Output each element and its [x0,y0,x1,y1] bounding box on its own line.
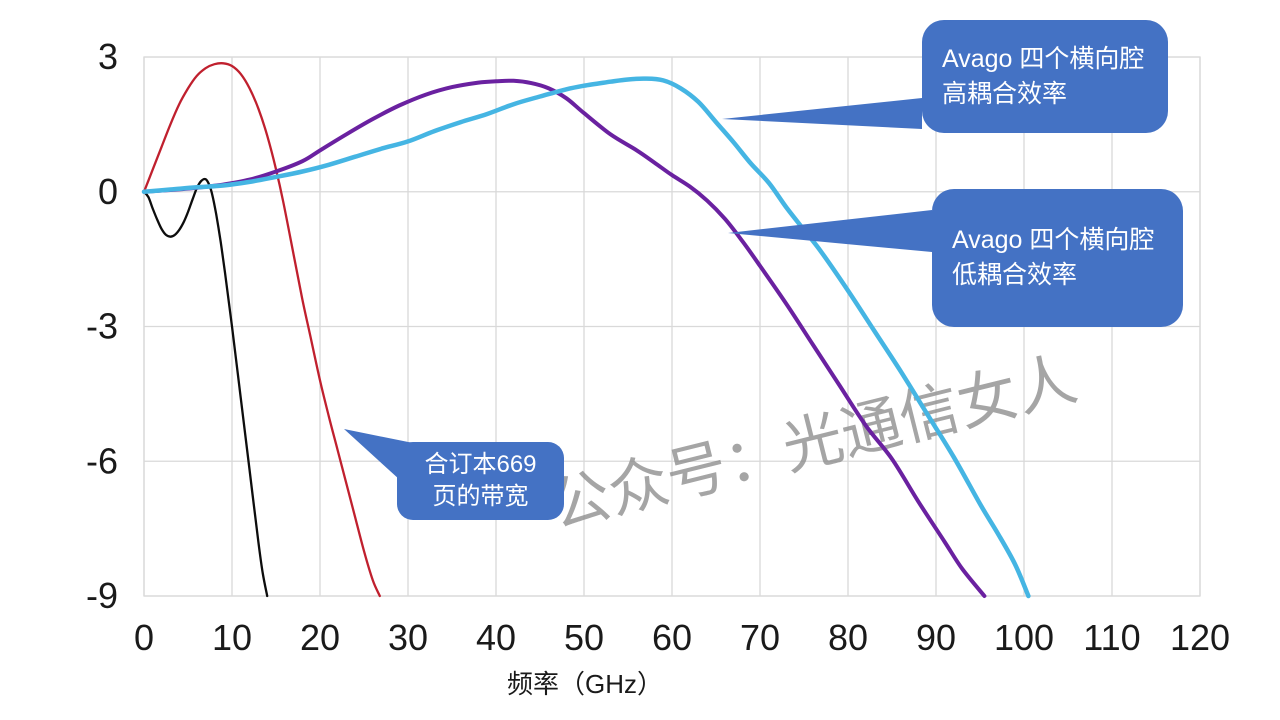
y-tick-label-0: 0 [98,171,118,212]
series-curve-2 [142,78,987,598]
callout-high-coupling: Avago 四个横向腔 高耦合效率 [922,20,1168,133]
y-tick-label--6: -6 [86,440,118,481]
x-axis-title: 频率（GHz） [507,669,664,699]
x-tick-label-0: 0 [134,617,154,658]
y-tick-label--9: -9 [86,575,118,616]
series-layer [141,62,1031,599]
callout-low-coupling-line2: 低耦合效率 [952,261,1078,289]
series-curve-0 [142,177,269,598]
x-tick-label-80: 80 [828,617,868,658]
x-tick-label-90: 90 [916,617,956,658]
callout-pointer-low-coupling [728,210,932,252]
x-tick-label-10: 10 [212,617,252,658]
callout-bandwidth-669: 合订本669 页的带宽 [397,442,564,520]
callout-high-coupling-line2: 高耦合效率 [942,79,1068,108]
series-curve-1 [142,62,381,598]
y-tick-label--3: -3 [86,306,118,347]
callout-pointer-high-coupling [722,98,922,129]
series-curve-3 [141,76,1031,599]
callout-bandwidth-line2: 页的带宽 [432,483,529,510]
x-tick-label-20: 20 [300,617,340,658]
watermark-layer: 公众号：光通信女人 [543,345,1083,541]
callout-high-coupling-line1: Avago 四个横向腔 [942,44,1145,73]
x-tick-label-110: 110 [1083,617,1140,658]
x-tick-label-70: 70 [740,617,780,658]
x-tick-label-60: 60 [652,617,692,658]
x-tick-label-120: 120 [1170,617,1230,658]
x-tick-label-50: 50 [564,617,604,658]
y-tick-label-3: 3 [98,36,118,77]
callout-low-coupling-line1: Avago 四个横向腔 [952,226,1155,254]
plot-border [143,56,1201,597]
x-tick-label-40: 40 [476,617,516,658]
callout-bandwidth-line1: 合订本669 [424,451,537,478]
callout-low-coupling: Avago 四个横向腔 低耦合效率 [932,189,1183,327]
x-tick-label-30: 30 [388,617,428,658]
watermark-text: 公众号：光通信女人 [543,345,1083,541]
x-tick-label-100: 100 [994,617,1054,658]
